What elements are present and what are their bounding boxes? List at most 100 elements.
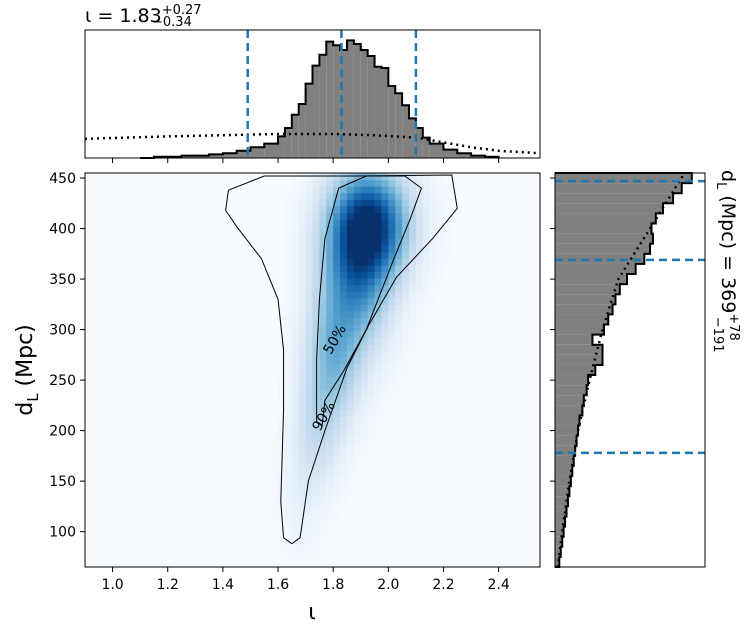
heatmap-cell — [333, 212, 341, 220]
heatmap-cell — [284, 337, 293, 345]
heatmap-cell — [395, 330, 403, 338]
heatmap-cell — [291, 507, 300, 516]
heatmap-cell — [298, 507, 307, 516]
top-hist-bar — [319, 54, 327, 158]
heatmap-cell — [340, 284, 348, 292]
heatmap-cell — [333, 461, 341, 470]
heatmap-cell — [298, 218, 307, 227]
heatmap-cell — [340, 271, 348, 279]
heatmap-cell — [326, 264, 334, 273]
heatmap-cell — [340, 389, 348, 397]
heatmap-cell — [409, 251, 417, 259]
heatmap-cell — [333, 173, 341, 181]
heatmap-cell — [312, 521, 320, 529]
heatmap-cell — [388, 350, 396, 358]
heatmap-cell — [284, 330, 293, 338]
heatmap-cell — [436, 179, 445, 187]
heatmap-cell — [374, 409, 383, 417]
heatmap-cell — [374, 363, 383, 371]
heatmap-cell — [284, 205, 293, 213]
heatmap-cell — [381, 238, 389, 246]
top-hist-bar — [278, 136, 285, 158]
heatmap-cell — [367, 225, 376, 233]
heatmap-cell — [284, 212, 293, 220]
contour-line — [225, 174, 458, 545]
heatmap-cell — [298, 238, 307, 246]
heatmap-cell — [346, 370, 355, 378]
heatmap-cell — [346, 218, 355, 227]
heatmap-cell — [388, 376, 396, 384]
heatmap-cell — [367, 343, 376, 351]
heatmap-cell — [284, 409, 293, 417]
heatmap-cell — [284, 560, 293, 567]
heatmap-cell — [360, 356, 369, 365]
heatmap-cell — [278, 376, 286, 384]
heatmap-cell — [284, 363, 293, 371]
heatmap-cell — [443, 179, 451, 187]
heatmap-cell — [340, 461, 348, 470]
joint-x-ticks: 1.0 1.2 1.4 1.6 1.8 2.0 2.2 2.4 — [101, 567, 510, 593]
heatmap-cell — [291, 422, 300, 430]
heatmap-cell — [271, 527, 279, 535]
heatmap-cell — [360, 448, 369, 456]
heatmap-cell — [291, 278, 300, 286]
y-tick-label: 350 — [49, 272, 76, 288]
heatmap-cell — [284, 192, 293, 200]
heatmap-cell — [284, 521, 293, 529]
heatmap-cell — [374, 402, 383, 410]
heatmap-cell — [271, 521, 279, 529]
heatmap-cell — [422, 284, 431, 292]
heatmap-cell — [333, 278, 341, 286]
heatmap-cell — [340, 442, 348, 450]
heatmap-cell — [291, 179, 300, 187]
right-hist-bar — [555, 243, 651, 254]
heatmap-cell — [284, 527, 293, 535]
heatmap-cell — [402, 199, 410, 207]
top-quantile-lines — [246, 30, 418, 158]
heatmap-cell — [298, 514, 307, 522]
heatmap-cell — [284, 475, 293, 483]
heatmap-cell — [388, 199, 396, 207]
top-title: ι = 1.83+0.27 — [85, 3, 202, 27]
heatmap-cell — [278, 409, 286, 417]
heatmap-cell — [436, 218, 445, 227]
heatmap-cell — [298, 225, 307, 233]
heatmap-cell — [340, 468, 348, 476]
heatmap-cell — [333, 337, 341, 345]
heatmap-cell — [381, 284, 389, 292]
heatmap-cell — [278, 356, 286, 365]
heatmap-cell — [312, 448, 320, 456]
heatmap-cell — [422, 297, 431, 305]
heatmap-cell — [374, 271, 383, 279]
heatmap-cell — [319, 278, 327, 286]
heatmap-cell — [319, 356, 327, 365]
heatmap-cell — [353, 415, 362, 424]
heatmap-cell — [298, 389, 307, 397]
heatmap-cell — [305, 304, 314, 312]
heatmap-cell — [284, 442, 293, 450]
heatmap-cell — [333, 376, 341, 384]
heatmap-cell — [319, 488, 327, 496]
heatmap-cell — [436, 271, 445, 279]
heatmap-cell — [312, 553, 320, 562]
heatmap-cell — [312, 297, 320, 305]
heatmap-cell — [298, 205, 307, 213]
heatmap-cell — [395, 173, 403, 181]
heatmap-cell — [415, 330, 424, 338]
heatmap-cell — [291, 225, 300, 233]
heatmap-cell — [291, 494, 300, 502]
heatmap-cell — [333, 363, 341, 371]
heatmap-cell — [374, 310, 383, 319]
heatmap-cell — [402, 232, 410, 240]
heatmap-cell — [298, 324, 307, 332]
heatmap-cell — [374, 186, 383, 194]
heatmap-cell — [381, 199, 389, 207]
y-tick-label: 200 — [49, 424, 76, 440]
right-hist-bar — [555, 375, 589, 386]
heatmap-cell — [291, 501, 300, 509]
heatmap-cell — [381, 310, 389, 319]
heatmap-cell — [381, 192, 389, 200]
heatmap-cell — [381, 409, 389, 417]
heatmap-cell — [367, 284, 376, 292]
heatmap-cell — [436, 232, 445, 240]
